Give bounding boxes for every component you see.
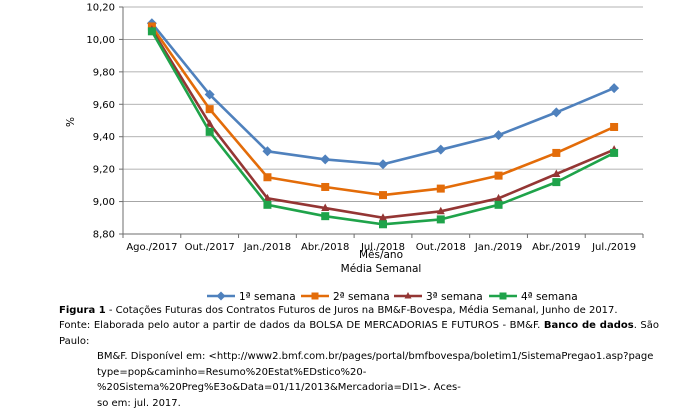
legend-item-1: 1ª semana <box>207 291 296 303</box>
x-tick-label: Abr./2018 <box>301 242 349 253</box>
axes <box>123 7 643 238</box>
data-point-marker <box>148 27 156 35</box>
y-axis-label: % <box>65 117 77 127</box>
x-tick-label: Out./2017 <box>185 242 235 253</box>
data-point-marker <box>321 212 329 220</box>
x-tick-label: Jan./2018 <box>243 242 291 253</box>
y-tick-label: 10,00 <box>86 35 115 46</box>
source-lead: Fonte: Elaborada pelo autor a partir de … <box>59 320 544 331</box>
legend-label: 2ª semana <box>333 291 390 303</box>
data-point-marker <box>263 201 271 209</box>
figure-caption: Figura 1 - Cotações Futuras dos Contrato… <box>59 303 659 318</box>
line-chart: 10,20 10,00 9,80 9,60 9,40 9,20 9,00 8,80 Ago./… <box>0 0 694 305</box>
series-line <box>152 26 614 195</box>
legend-item-2: 2ª semana <box>301 291 390 303</box>
series-1 <box>147 18 619 169</box>
data-point-marker <box>437 215 445 223</box>
data-point-marker <box>495 201 503 209</box>
data-point-marker <box>437 185 445 193</box>
y-tick-label: 9,20 <box>93 165 115 176</box>
data-point-marker <box>495 172 503 180</box>
data-point-marker <box>610 149 618 157</box>
series-lines <box>147 18 619 228</box>
legend-item-4: 4ª semana <box>489 291 578 303</box>
x-tick-label: Abr./2019 <box>532 242 580 253</box>
data-point-marker <box>494 130 504 140</box>
legend: 1ª semana 2ª semana 3ª semana 4ª semana <box>207 291 578 303</box>
data-point-marker <box>312 293 319 300</box>
data-point-marker <box>206 128 214 136</box>
legend-label: 1ª semana <box>239 291 296 303</box>
caption-label: Figura 1 <box>59 305 106 316</box>
data-point-marker <box>379 191 387 199</box>
figure-source: Fonte: Elaborada pelo autor a partir de … <box>59 318 659 411</box>
data-point-marker <box>217 292 226 301</box>
legend-label: 4ª semana <box>521 291 578 303</box>
legend-label: 3ª semana <box>426 291 483 303</box>
x-tick-label: Ago./2017 <box>126 242 177 253</box>
y-tick-labels: 10,20 10,00 9,80 9,60 9,40 9,20 9,00 8,80 <box>86 3 115 241</box>
y-tick-label: 9,40 <box>93 132 115 143</box>
data-point-marker <box>206 105 214 113</box>
legend-item-3: 3ª semana <box>394 291 483 303</box>
source-bold: Banco de dados <box>544 320 634 331</box>
source-line-3: type=pop&caminho=Resumo%20Estat%EDstico%… <box>59 365 659 396</box>
data-point-marker <box>321 183 329 191</box>
source-line-4: so em: jul. 2017. <box>59 396 659 411</box>
data-point-marker <box>610 123 618 131</box>
y-tick-label: 8,80 <box>93 230 115 241</box>
data-point-marker <box>378 159 388 169</box>
y-tick-label: 9,60 <box>93 100 115 111</box>
x-tick-label: Jan./2019 <box>474 242 522 253</box>
chart-subtitle: Média Semanal <box>341 263 422 275</box>
data-point-marker <box>609 83 619 93</box>
data-point-marker <box>320 154 330 164</box>
series-line <box>152 23 614 164</box>
gridlines <box>119 7 643 234</box>
x-axis-label: Mês/ano <box>359 249 403 261</box>
x-tick-label: Out./2018 <box>416 242 466 253</box>
data-point-marker <box>436 145 446 155</box>
data-point-marker <box>263 173 271 181</box>
x-tick-label: Jul./2019 <box>591 242 636 253</box>
data-point-marker <box>379 220 387 228</box>
data-point-marker <box>552 178 560 186</box>
y-tick-label: 9,80 <box>93 67 115 78</box>
y-tick-label: 10,20 <box>86 3 115 14</box>
data-point-marker <box>552 149 560 157</box>
data-point-marker <box>500 293 507 300</box>
source-line-2: BM&F. Disponível em: <http://www2.bmf.co… <box>59 349 659 365</box>
data-point-marker <box>551 107 561 117</box>
series-2 <box>148 22 618 199</box>
y-tick-label: 9,00 <box>93 197 115 208</box>
caption-text: - Cotações Futuras dos Contratos Futuros… <box>106 305 618 316</box>
